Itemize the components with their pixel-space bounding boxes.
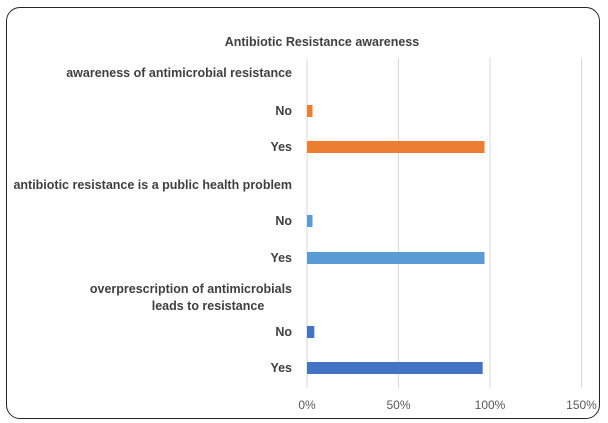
bar-no: [307, 215, 313, 227]
chart-title: Antibiotic Resistance awareness: [225, 35, 420, 49]
bar-label-yes: Yes: [270, 361, 292, 375]
bar-label-no: No: [275, 214, 292, 228]
group-label: antibiotic resistance is a public health…: [13, 178, 292, 192]
bar-label-no: No: [275, 104, 292, 118]
chart-frame: [6, 7, 600, 419]
category-labels: awareness of antimicrobial resistance No Y…: [13, 66, 292, 375]
group-label: overprescription of antimicrobials: [90, 282, 292, 296]
x-tick-labels: 0% 50% 100% 150%: [298, 398, 597, 412]
group-label: awareness of antimicrobial resistance: [66, 66, 292, 80]
bar-label-yes: Yes: [270, 140, 292, 154]
bar-no: [307, 105, 313, 117]
bar-label-no: No: [275, 325, 292, 339]
bars: [307, 105, 485, 374]
x-tick-label: 150%: [566, 398, 597, 412]
group-label-cont: leads to resistance: [152, 299, 265, 313]
bar-yes: [307, 141, 485, 153]
x-tick-label: 0%: [298, 398, 316, 412]
bar-label-yes: Yes: [270, 251, 292, 265]
x-tick-label: 100%: [475, 398, 506, 412]
x-tick-label: 50%: [386, 398, 410, 412]
bar-yes: [307, 252, 485, 264]
bar-no: [307, 326, 315, 338]
bar-yes: [307, 362, 483, 374]
gridlines: [306, 58, 582, 388]
